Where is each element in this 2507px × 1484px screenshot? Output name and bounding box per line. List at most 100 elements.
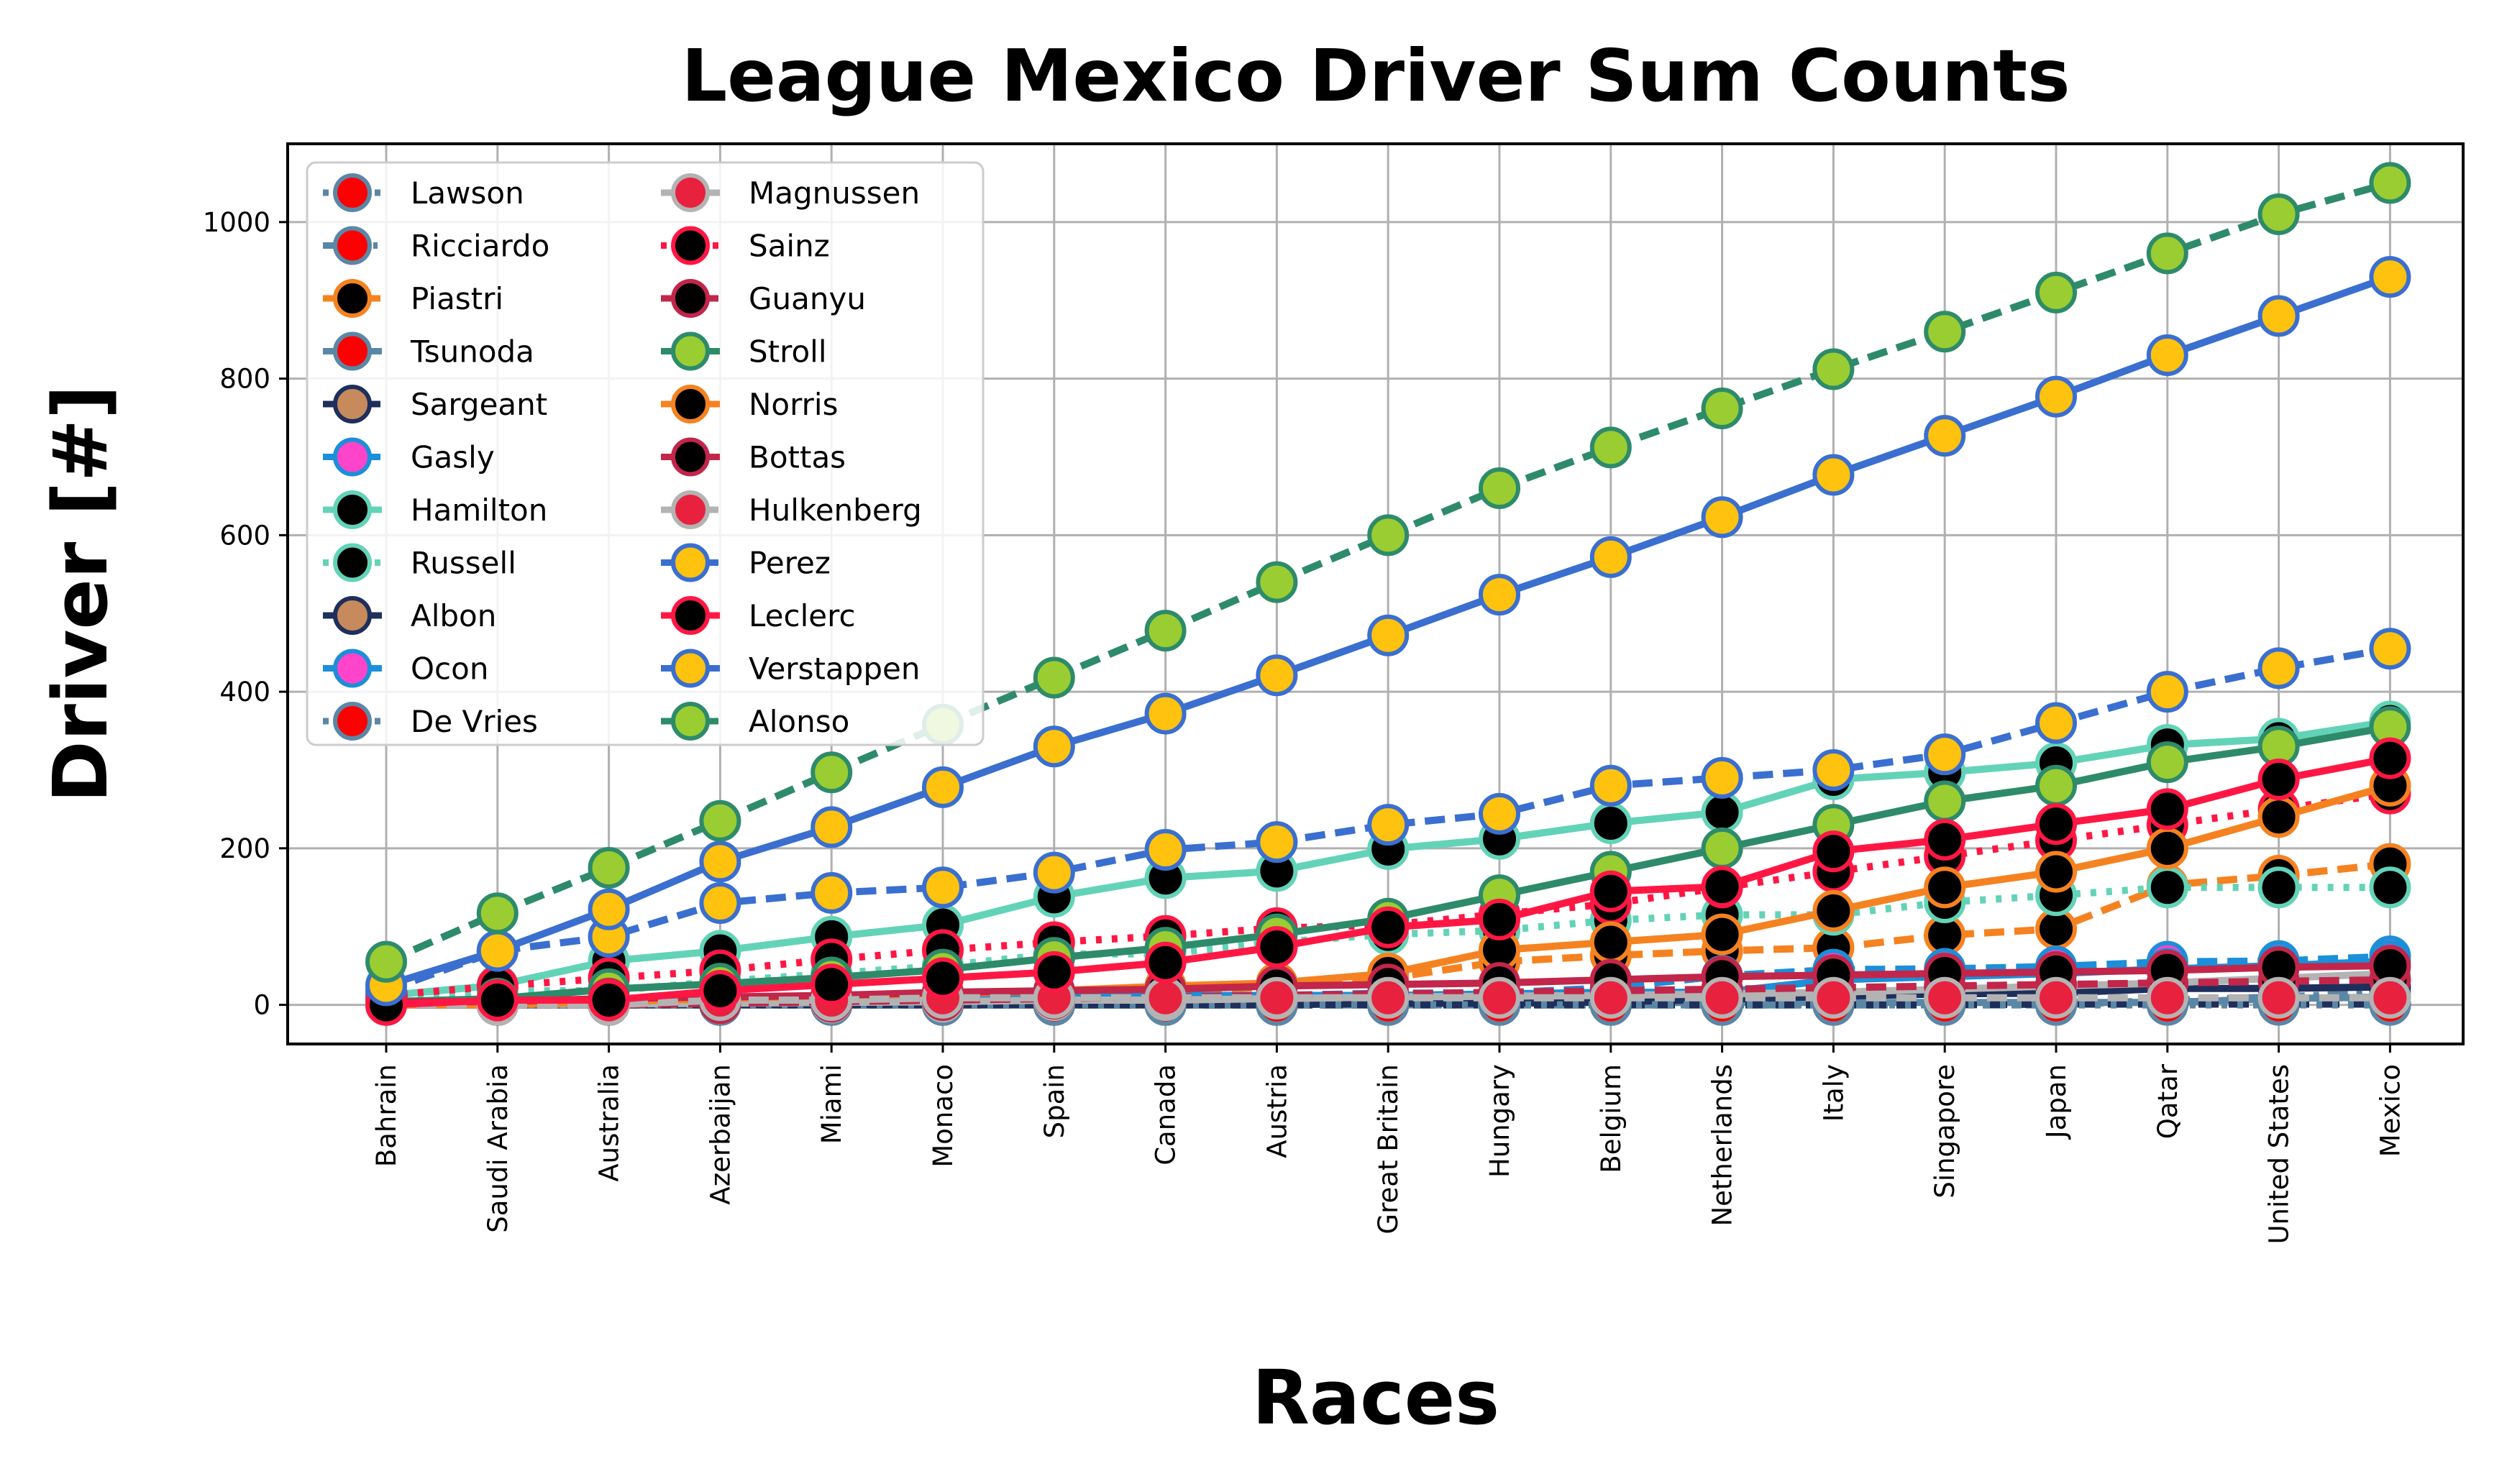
x-tick-label: Netherlands — [1707, 1064, 1738, 1227]
data-point — [2146, 671, 2188, 713]
data-point — [810, 806, 853, 848]
data-point — [476, 930, 519, 972]
data-point — [1479, 792, 1520, 835]
data-point — [2257, 193, 2300, 235]
data-point — [1144, 692, 1187, 735]
legend-label: Guanyu — [749, 281, 866, 316]
x-tick-label: Azerbaijan — [705, 1064, 736, 1205]
legend-marker — [333, 596, 372, 635]
data-point — [1701, 496, 1743, 539]
y-tick-label: 800 — [219, 364, 270, 395]
legend-box — [306, 161, 985, 746]
legend-item: De Vries — [323, 702, 538, 741]
legend-label: Russell — [411, 546, 516, 581]
data-point — [2146, 976, 2188, 1019]
data-point — [2146, 232, 2188, 275]
data-point — [1033, 656, 1075, 699]
legend-item: Ocon — [323, 649, 488, 688]
data-point — [2035, 375, 2077, 418]
data-point — [2369, 976, 2411, 1019]
data-point — [1812, 889, 1855, 932]
data-point — [2369, 256, 2411, 298]
legend-label: Gasly — [411, 440, 495, 475]
data-point — [1479, 467, 1520, 510]
legend-item: Russell — [323, 543, 516, 582]
legend-item: Hamilton — [323, 490, 547, 529]
x-tick-label: Great Britain — [1373, 1064, 1404, 1235]
data-point — [2146, 827, 2188, 869]
data-point — [476, 892, 519, 935]
data-point — [1256, 654, 1298, 697]
legend-label: Lawson — [411, 175, 524, 211]
data-point — [2369, 162, 2411, 204]
x-axis-label: Races — [1252, 1354, 1499, 1442]
data-point — [1589, 870, 1632, 912]
legend-marker — [671, 543, 710, 582]
data-point — [1589, 802, 1632, 844]
x-tick-label: Mexico — [2375, 1064, 2406, 1157]
legend-item: Alonso — [661, 702, 849, 741]
legend-item: Tsunoda — [323, 331, 534, 371]
data-point — [1589, 426, 1632, 469]
data-point — [699, 969, 741, 1012]
data-point — [2369, 866, 2411, 909]
legend-item: Perez — [661, 543, 831, 582]
data-point — [1589, 536, 1632, 578]
data-point — [2035, 851, 2077, 893]
data-point — [1367, 614, 1410, 656]
data-point — [1701, 913, 1743, 956]
data-point — [1701, 387, 1743, 429]
data-point — [1256, 821, 1298, 864]
data-point — [810, 751, 853, 794]
legend-marker — [671, 385, 710, 423]
data-point — [1924, 866, 1966, 909]
x-tick-label: Spain — [1039, 1064, 1070, 1138]
data-point — [2257, 759, 2300, 801]
data-point — [1479, 898, 1520, 940]
legend: Lawson Ricciardo Piastri Tsunoda Sargeant Gas… — [306, 161, 985, 746]
legend-marker — [671, 649, 710, 688]
y-axis-label: Driver [#] — [37, 385, 124, 802]
data-point — [2146, 788, 2188, 830]
legend-label: Leclerc — [749, 598, 856, 633]
x-tick-label: Belgium — [1596, 1064, 1627, 1173]
data-point — [1589, 976, 1632, 1019]
legend-label: Albon — [411, 598, 496, 633]
x-tick-label: Australia — [594, 1064, 625, 1182]
legend-item: Hulkenberg — [661, 490, 922, 529]
data-point — [699, 800, 741, 842]
legend-item: Piastri — [323, 279, 503, 318]
legend-marker — [671, 702, 710, 741]
x-ticks: Bahrain Saudi Arabia Australia Azerbaijan Mi… — [371, 1044, 2406, 1245]
data-point — [2257, 976, 2300, 1019]
data-point — [1033, 851, 1075, 894]
data-point — [1479, 574, 1520, 616]
legend-item: Sainz — [661, 226, 830, 265]
data-point — [1701, 756, 1743, 799]
data-point — [1701, 827, 1743, 869]
data-point — [2035, 976, 2077, 1019]
legend-marker — [671, 596, 710, 635]
legend-marker — [333, 490, 372, 529]
data-point — [922, 866, 964, 909]
data-point — [1924, 415, 1966, 457]
data-point — [1256, 976, 1298, 1019]
data-point — [1812, 748, 1855, 791]
legend-marker — [671, 279, 710, 318]
data-point — [588, 979, 630, 1022]
series-group — [365, 162, 2411, 1026]
data-point — [699, 841, 741, 883]
legend-marker — [671, 437, 710, 477]
plot-frame — [286, 142, 2465, 1045]
series-leclerc — [365, 737, 2411, 1026]
data-point — [1589, 764, 1632, 807]
data-point — [1812, 976, 1855, 1019]
x-tick-label: Austria — [1261, 1064, 1292, 1158]
x-tick-label: Italy — [1818, 1064, 1849, 1122]
y-ticks: 0 200 400 600 800 1000 — [203, 207, 288, 1021]
data-point — [2146, 334, 2188, 376]
legend-item: Guanyu — [661, 279, 866, 318]
data-point — [588, 888, 630, 930]
data-point — [1144, 941, 1187, 984]
